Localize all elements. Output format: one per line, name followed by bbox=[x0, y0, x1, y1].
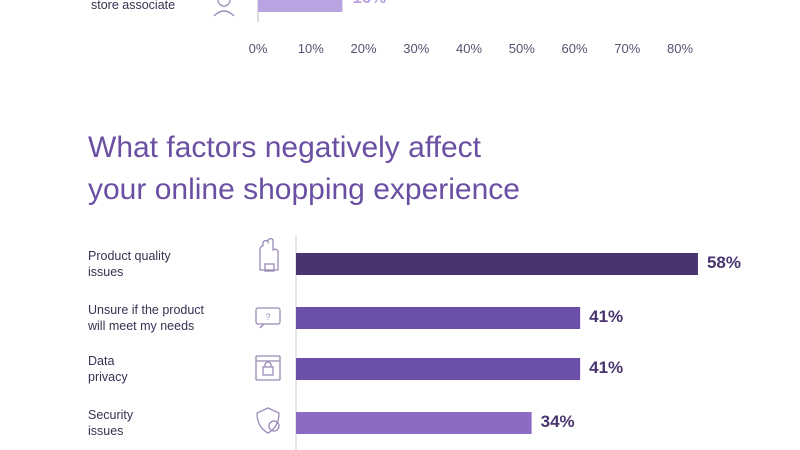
category-label: Product quality issues bbox=[88, 249, 171, 279]
value-label: 41% bbox=[589, 358, 624, 377]
hand-icon bbox=[259, 237, 279, 272]
bar bbox=[296, 412, 532, 434]
value-label: 16% bbox=[352, 0, 386, 8]
value-label: 34% bbox=[540, 412, 575, 431]
bar bbox=[296, 253, 698, 275]
bar bbox=[296, 358, 581, 380]
question-icon: ? bbox=[255, 307, 281, 329]
category-label: store associate bbox=[91, 0, 176, 12]
x-tick-label: 60% bbox=[561, 41, 588, 56]
x-tick-label: 70% bbox=[614, 41, 641, 56]
chart-title: What factors negatively affect your onli… bbox=[88, 131, 520, 206]
x-tick-label: 10% bbox=[297, 41, 324, 56]
x-tick-label: 80% bbox=[666, 41, 694, 56]
svg-text:?: ? bbox=[265, 312, 270, 322]
associate-icon bbox=[213, 0, 235, 17]
value-label: 58% bbox=[706, 253, 741, 272]
x-tick-label: 20% bbox=[350, 41, 377, 56]
x-tick-label: 40% bbox=[455, 41, 483, 56]
bar bbox=[296, 307, 581, 329]
category-label: Data privacy bbox=[88, 354, 128, 384]
x-tick-label: 30% bbox=[403, 41, 430, 56]
icons: ? bbox=[213, 0, 281, 434]
bar bbox=[258, 0, 343, 12]
x-tick-label: 0% bbox=[248, 41, 268, 56]
x-tick-label: 50% bbox=[508, 41, 535, 56]
lock-icon bbox=[255, 355, 281, 381]
shield-icon bbox=[256, 407, 280, 434]
category-label: Security issues bbox=[88, 408, 134, 438]
category-label: Unsure if the product will meet my needs bbox=[88, 303, 205, 333]
value-label: 41% bbox=[589, 307, 624, 326]
